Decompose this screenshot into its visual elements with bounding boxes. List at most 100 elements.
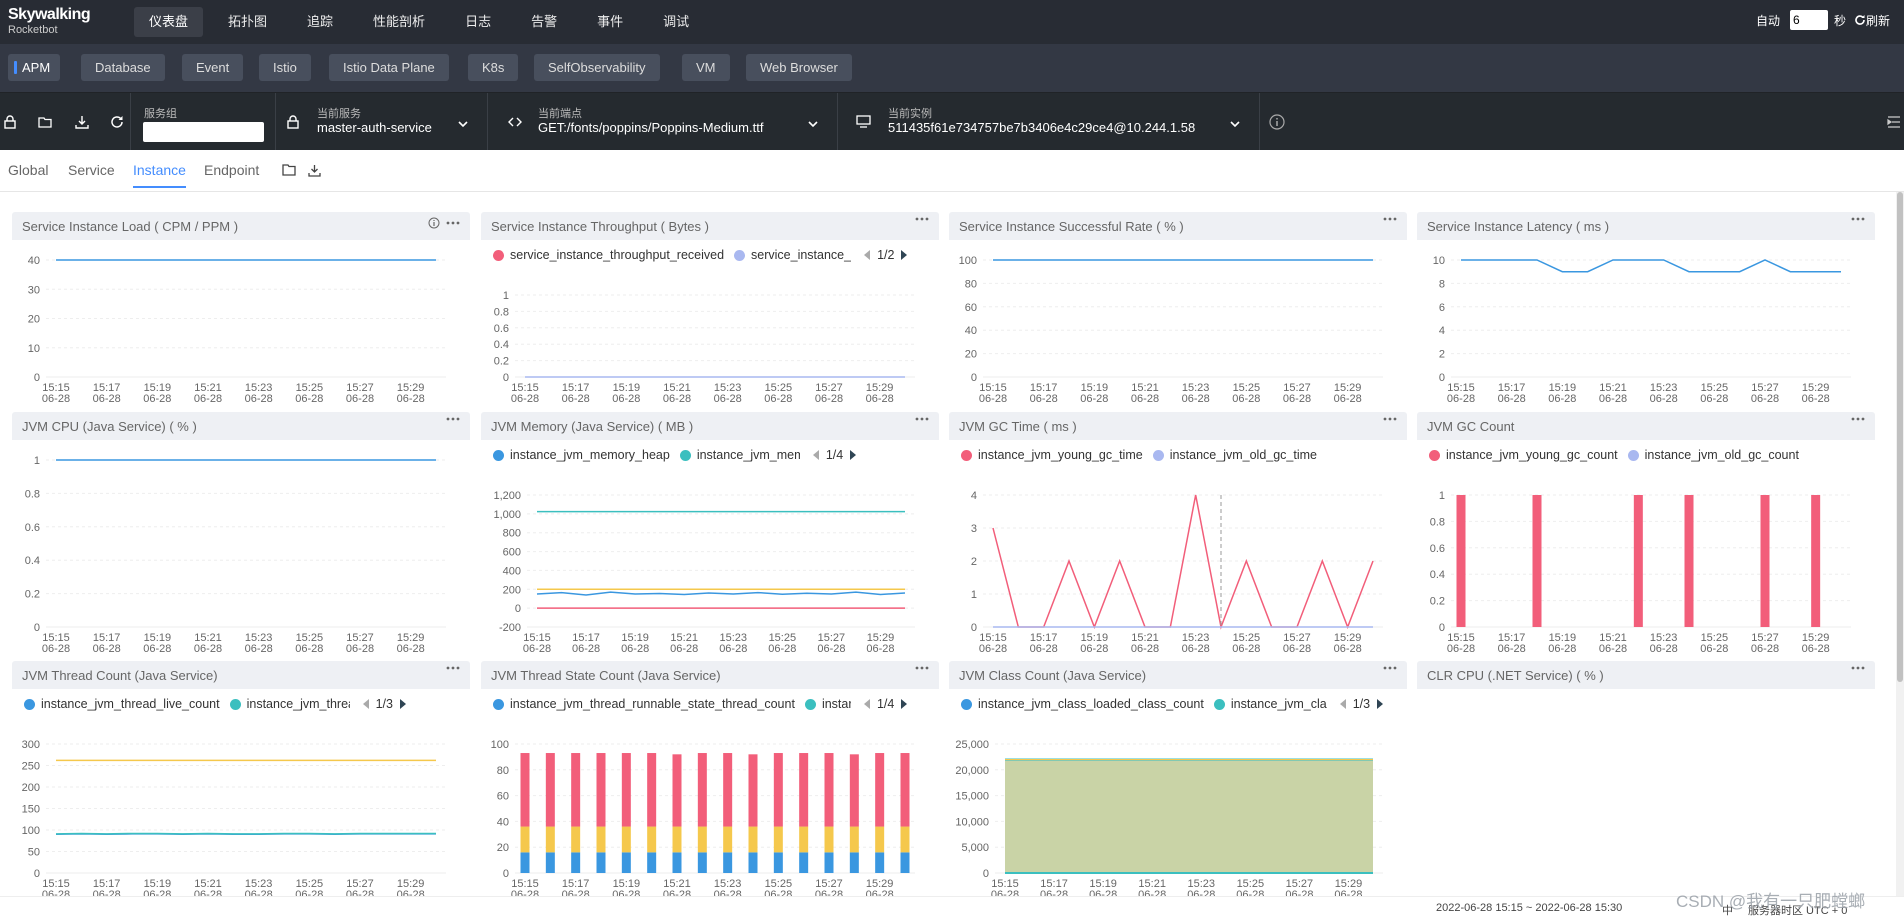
- lock-icon[interactable]: [3, 115, 17, 129]
- x-tick-date: 06-28: [979, 393, 1007, 405]
- folder-icon[interactable]: [38, 115, 52, 129]
- nav-dashboard[interactable]: 仪表盘: [134, 7, 203, 37]
- y-tick-label: 0: [34, 372, 40, 384]
- stacked-bar: [698, 852, 707, 873]
- auto-refresh-input[interactable]: [1790, 10, 1828, 30]
- tab-global[interactable]: Global: [8, 162, 48, 178]
- instance-selector[interactable]: 当前实例 511435f61e734757be7b3406e4c29ce4@10…: [838, 93, 1260, 151]
- more-icon[interactable]: [915, 217, 929, 221]
- stacked-bar: [597, 753, 606, 827]
- refresh-button[interactable]: 刷新: [1854, 12, 1890, 29]
- x-tick-date: 06-28: [1232, 393, 1260, 405]
- y-tick-label: 0: [971, 372, 977, 384]
- nav-topology[interactable]: 拓扑图: [213, 7, 282, 37]
- layer-web-browser[interactable]: Web Browser: [746, 54, 852, 81]
- tab-endpoint[interactable]: Endpoint: [204, 162, 259, 178]
- x-tick-date: 06-28: [1447, 643, 1475, 655]
- folder-icon[interactable]: [282, 164, 296, 176]
- nav-trace[interactable]: 追踪: [292, 7, 348, 37]
- chart-panel-jvm-gc-time-ms: JVM GC Time ( ms )instance_jvm_young_gc_…: [949, 412, 1407, 655]
- download-icon[interactable]: [308, 164, 321, 177]
- x-tick-date: 06-28: [1802, 393, 1830, 405]
- x-tick-date: 06-28: [621, 643, 649, 655]
- x-tick-date: 06-28: [1182, 643, 1210, 655]
- more-icon[interactable]: [915, 666, 929, 670]
- layer-istio[interactable]: Istio: [259, 54, 311, 81]
- y-tick-label: 800: [503, 528, 521, 540]
- layer-selfobservability[interactable]: SelfObservability: [534, 54, 660, 81]
- nav-alarm[interactable]: 告警: [516, 7, 572, 37]
- more-icon[interactable]: [1851, 217, 1865, 221]
- more-icon[interactable]: [446, 417, 460, 421]
- x-tick-date: 06-28: [663, 393, 691, 405]
- stacked-bar: [673, 827, 682, 853]
- more-icon[interactable]: [1383, 666, 1397, 670]
- main-nav: 仪表盘 拓扑图 追踪 性能剖析 日志 告警 事件 调试: [134, 7, 714, 37]
- y-tick-label: 60: [497, 791, 509, 803]
- y-tick-label: 1,000: [493, 509, 521, 521]
- scrollbar-thumb[interactable]: [1897, 192, 1903, 682]
- panel-header: Service Instance Successful Rate ( % ): [949, 212, 1407, 240]
- app-logo[interactable]: Skywalking Rocketbot: [8, 6, 90, 36]
- stacked-bar: [622, 852, 631, 873]
- reload-icon[interactable]: [110, 115, 124, 129]
- x-tick-date: 06-28: [1030, 643, 1058, 655]
- y-tick-label: 0: [1439, 622, 1445, 634]
- layer-database[interactable]: Database: [81, 54, 165, 81]
- more-icon[interactable]: [1383, 217, 1397, 221]
- x-tick-date: 06-28: [714, 393, 742, 405]
- y-tick-label: 6: [1439, 302, 1445, 314]
- layer-event[interactable]: Event: [182, 54, 243, 81]
- stacked-bar: [521, 753, 530, 827]
- tab-service[interactable]: Service: [68, 162, 115, 178]
- service-group-input[interactable]: [143, 122, 264, 142]
- x-tick-date: 06-28: [1751, 643, 1779, 655]
- x-tick-date: 06-28: [979, 643, 1007, 655]
- more-icon[interactable]: [446, 666, 460, 670]
- tab-instance[interactable]: Instance: [133, 162, 186, 178]
- stacked-bar: [850, 754, 859, 826]
- download-icon[interactable]: [75, 115, 89, 129]
- layer-vm[interactable]: VM: [682, 54, 730, 81]
- x-tick-date: 06-28: [1232, 643, 1260, 655]
- more-icon[interactable]: [1851, 417, 1865, 421]
- scrollbar[interactable]: [1896, 192, 1904, 917]
- y-tick-label: 400: [503, 565, 521, 577]
- layer-apm[interactable]: APM: [8, 54, 60, 81]
- stacked-bar: [673, 754, 682, 826]
- y-tick-label: 60: [965, 302, 977, 314]
- nav-log[interactable]: 日志: [450, 7, 506, 37]
- chart-svg: 00.20.40.60.8115:1506-2815:1706-2815:190…: [1417, 440, 1875, 655]
- app-subtitle: Rocketbot: [8, 24, 90, 36]
- service-selector[interactable]: 当前服务 master-auth-service: [276, 93, 488, 151]
- x-tick-date: 06-28: [1498, 643, 1526, 655]
- layer-k8s[interactable]: K8s: [468, 54, 518, 81]
- endpoint-selector[interactable]: 当前端点 GET:/fonts/poppins/Poppins-Medium.t…: [488, 93, 838, 151]
- info-icon[interactable]: [1269, 114, 1285, 130]
- stacked-bar: [546, 827, 555, 853]
- x-tick-date: 06-28: [1080, 393, 1108, 405]
- menu-collapse-icon[interactable]: [1886, 114, 1902, 130]
- series-line: [1461, 260, 1841, 272]
- panel-header: CLR CPU (.NET Service) ( % ): [1417, 661, 1875, 689]
- info-icon[interactable]: [428, 217, 440, 229]
- y-tick-label: 1: [503, 290, 509, 302]
- stacked-bar: [622, 753, 631, 827]
- nav-profile[interactable]: 性能剖析: [358, 7, 440, 37]
- more-icon[interactable]: [915, 417, 929, 421]
- more-icon[interactable]: [1851, 666, 1865, 670]
- y-tick-label: 100: [959, 255, 977, 267]
- y-tick-label: 25,000: [955, 739, 989, 751]
- time-range[interactable]: 2022-06-28 15:15 ~ 2022-06-28 15:30: [1436, 902, 1622, 914]
- panel-title: CLR CPU (.NET Service) ( % ): [1427, 668, 1604, 683]
- nav-event[interactable]: 事件: [582, 7, 638, 37]
- panel-tools: [1383, 417, 1397, 421]
- more-icon[interactable]: [1383, 417, 1397, 421]
- layer-istio-data-plane[interactable]: Istio Data Plane: [329, 54, 449, 81]
- more-icon[interactable]: [446, 221, 460, 225]
- chevron-down-icon: [808, 119, 818, 129]
- stacked-bar: [799, 753, 808, 827]
- nav-debug[interactable]: 调试: [648, 7, 704, 37]
